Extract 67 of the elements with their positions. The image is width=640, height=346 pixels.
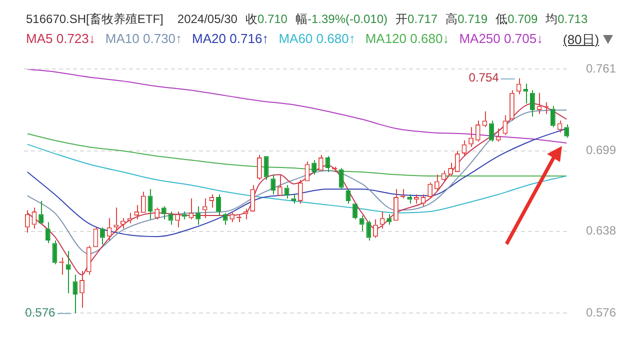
candlestick [277, 174, 282, 196]
y-tick-label: 0.699 [586, 143, 616, 158]
candlestick [394, 188, 398, 221]
candlestick [530, 90, 535, 118]
candlestick [270, 174, 276, 195]
candlestick [66, 250, 71, 294]
candlestick [373, 218, 378, 238]
candlestick [100, 226, 105, 245]
candlestick [161, 206, 166, 220]
candlestick [154, 207, 160, 220]
text: 0.680↓ [410, 31, 450, 46]
line-series [26, 69, 568, 144]
text: 收0.710 [245, 12, 288, 26]
y-tick-label: 0.761 [586, 62, 616, 76]
candlestick [250, 184, 256, 212]
candlestick [168, 211, 174, 226]
candlestick [386, 214, 392, 226]
y-tick-label: 0.638 [586, 224, 616, 238]
text: 幅-1.39%(-0.010) [295, 12, 388, 26]
candlestick [86, 245, 92, 276]
candlestick [454, 150, 460, 172]
annotation: 0.754 [468, 70, 500, 85]
text: MA250 [459, 31, 500, 46]
candlestick [496, 128, 501, 142]
candlestick [38, 200, 44, 224]
text: 高0.719 [446, 12, 488, 26]
candlestick [182, 211, 187, 220]
candlestick [45, 222, 50, 244]
candlestick [80, 270, 84, 308]
candlestick [114, 207, 119, 232]
text: 均0.713 [546, 12, 588, 26]
text: 0.705↓ [504, 31, 544, 46]
candlestick [475, 120, 480, 142]
candlestick [338, 168, 344, 190]
text: 0.730↑ [143, 31, 182, 46]
text: 低0.709 [496, 12, 538, 26]
candlestick [230, 211, 235, 223]
text: 0.716↑ [230, 31, 269, 46]
candlestick [196, 206, 200, 226]
text: 开0.717 [396, 12, 438, 26]
candlestick [24, 210, 30, 234]
candlestick [428, 182, 433, 199]
text: (80日) [563, 31, 600, 49]
candlestick [216, 194, 221, 216]
candlestick [72, 274, 78, 314]
text: MA60 [278, 31, 313, 46]
candlestick [346, 188, 351, 204]
candlestick [359, 214, 364, 232]
text: MA10 [105, 31, 140, 46]
chart-title: 516670.SH[畜牧养殖ETF] [26, 12, 164, 26]
candlestick [502, 114, 508, 136]
candlestick [106, 218, 112, 242]
candlestick [352, 204, 358, 220]
chart-subtitle: 2024/05/30 [177, 12, 238, 26]
candlestick [298, 179, 303, 204]
text: MA120 [365, 31, 407, 46]
text: 0.680↑ [316, 31, 356, 46]
candlestick [127, 212, 132, 224]
text: MA5 [26, 31, 53, 46]
text: MA20 [192, 31, 226, 46]
candlestick [318, 154, 324, 171]
candlestick [482, 110, 488, 128]
annotation: 0.576 [25, 305, 56, 320]
candlestick [257, 154, 262, 180]
text: 0.723↓ [56, 31, 96, 46]
y-tick-label: 0.576 [586, 305, 616, 320]
candlestick [312, 160, 317, 176]
